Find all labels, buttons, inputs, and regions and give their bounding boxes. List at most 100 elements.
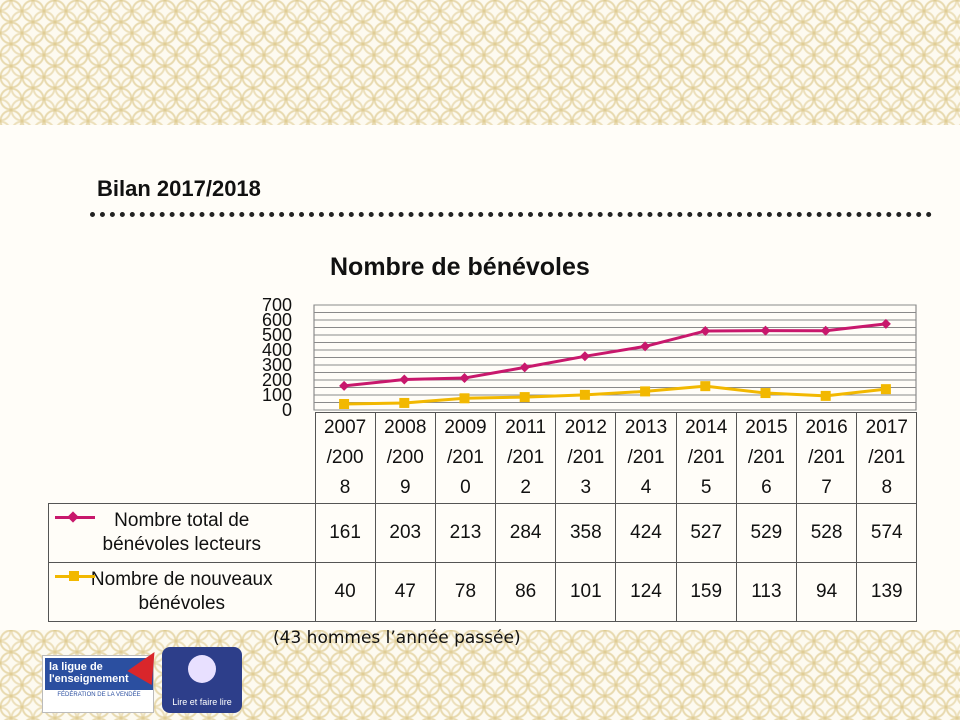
x-tick-label-line: 8: [881, 477, 893, 498]
x-tick-label: 2012/201 3: [555, 412, 617, 504]
x-tick-label-line: 8: [339, 477, 351, 498]
data-value-cell: 139: [856, 562, 918, 622]
x-tick-label-line: /200: [386, 447, 424, 468]
x-tick-label-line: /201: [446, 447, 484, 468]
data-point: [880, 384, 891, 395]
x-tick-label-line: 2016: [805, 417, 848, 438]
data-value-cell: 40: [314, 562, 376, 622]
data-value-cell: 424: [615, 503, 677, 563]
x-tick-label: 2007/200 8: [314, 412, 376, 504]
x-tick-label-line: /201: [687, 447, 725, 468]
y-tick-label: 0: [282, 400, 292, 420]
x-tick-label-line: 2008: [384, 417, 427, 438]
x-tick-label-line: /201: [747, 447, 785, 468]
y-tick-label: 200: [262, 370, 292, 390]
legend-label: Nombre total de: [114, 510, 250, 531]
x-tick-label-line: 2015: [745, 417, 788, 438]
chart-series: [339, 318, 891, 409]
x-tick-label: 2016/201 7: [795, 412, 858, 504]
data-value-cell: 284: [495, 503, 557, 563]
series-line-1: [344, 384, 887, 406]
ligue-logo-subtitle: FÉDÉRATION DE LA VENDÉE: [57, 692, 141, 698]
y-tick-label: 600: [262, 310, 292, 330]
series-row: Nombre total de bénévoles lecteurs 161 203 2…: [48, 503, 918, 563]
x-tick-label: 2008/200 9: [374, 412, 436, 504]
data-value-cell: 527: [675, 503, 737, 563]
lire-et-faire-lire-logo: Lire et faire lire: [162, 647, 242, 713]
reading-child-icon: [188, 655, 216, 683]
data-value-cell: 528: [795, 503, 858, 563]
x-tick-label-line: 4: [640, 477, 652, 498]
data-point: [880, 318, 891, 329]
data-value-cell: 213: [434, 503, 497, 563]
legend-label: bénévoles: [138, 593, 226, 614]
data-value-cell: 574: [856, 503, 918, 563]
x-tick-label-line: 9: [399, 477, 411, 498]
y-tick-label: 100: [262, 385, 292, 405]
series-row: Nombre de nouveaux bénévoles 40 47 78 86 101 12…: [48, 562, 918, 622]
x-tick-label: 2013/201 4: [615, 412, 677, 504]
decorative-pattern-top: [0, 0, 960, 125]
y-tick-label: 400: [262, 340, 292, 360]
x-tick-label-line: 3: [580, 477, 592, 498]
data-point: [820, 390, 831, 401]
legend-entry: Nombre total de bénévoles lecteurs: [48, 503, 316, 563]
data-value-cell: 124: [615, 562, 677, 622]
data-point: [399, 374, 410, 385]
data-point: [820, 325, 831, 336]
data-value-cell: 86: [495, 562, 557, 622]
footnote: (43 hommes l’année passée): [273, 628, 521, 648]
x-tick-label-line: 2017: [865, 417, 908, 438]
data-value-cell: 529: [735, 503, 798, 563]
x-tick-label-line: /201: [627, 447, 665, 468]
x-tick-label-line: /201: [808, 447, 846, 468]
data-point: [399, 397, 410, 408]
data-point: [760, 325, 771, 336]
data-value-cell: 161: [314, 503, 376, 563]
x-tick-label-line: 2: [520, 477, 531, 498]
x-tick-label-line: /201: [567, 447, 605, 468]
x-tick-label-line: 2014: [685, 417, 728, 438]
data-value-cell: 78: [434, 562, 497, 622]
data-value-cell: 113: [735, 562, 798, 622]
ligue-enseignement-logo: la ligue de l'enseignement FÉDÉRATION DE …: [42, 645, 167, 713]
ligue-logo-line1: la ligue de: [49, 661, 103, 673]
data-point: [339, 399, 350, 409]
data-point: [700, 325, 711, 336]
x-tick-label-line: 5: [700, 477, 712, 498]
legend-entry: Nombre de nouveaux bénévoles: [48, 562, 316, 622]
data-point: [519, 362, 530, 373]
data-point: [760, 388, 771, 399]
x-tick-label-line: 2009: [444, 417, 487, 438]
data-point: [519, 392, 530, 403]
x-tick-label-line: /200: [326, 447, 364, 468]
x-tick-label-line: 6: [761, 477, 772, 498]
x-tick-label: 2014/201 5: [675, 412, 737, 504]
dotted-divider: [90, 212, 932, 217]
x-tick-label-line: 2012: [564, 417, 607, 438]
data-point: [640, 341, 651, 352]
x-tick-label-line: 2011: [505, 417, 547, 438]
chart-data-table: 2007/200 8 2008/200 9 2009/201 0 2011/201 2 2012…: [48, 412, 918, 622]
data-value-cell: 101: [555, 562, 617, 622]
data-value-cell: 94: [795, 562, 858, 622]
x-tick-label: 2017/201 8: [856, 412, 918, 504]
data-point: [700, 381, 711, 392]
x-tick-label: 2015/201 6: [735, 412, 798, 504]
data-point: [459, 393, 470, 404]
data-point: [640, 386, 651, 397]
data-point: [579, 351, 590, 362]
y-tick-label: 700: [262, 295, 292, 315]
x-tick-label-line: 2007: [323, 417, 367, 438]
data-point: [459, 373, 470, 384]
data-value-cell: 47: [374, 562, 436, 622]
x-tick-label: 2009/201 0: [434, 412, 497, 504]
x-tick-label-line: /201: [507, 447, 545, 468]
data-value-cell: 203: [374, 503, 436, 563]
data-value-cell: 358: [555, 503, 617, 563]
data-point: [339, 380, 350, 391]
x-tick-label: 2011/201 2: [495, 412, 557, 504]
chart-title: Nombre de bénévoles: [330, 253, 590, 281]
series-line-0: [343, 322, 887, 388]
